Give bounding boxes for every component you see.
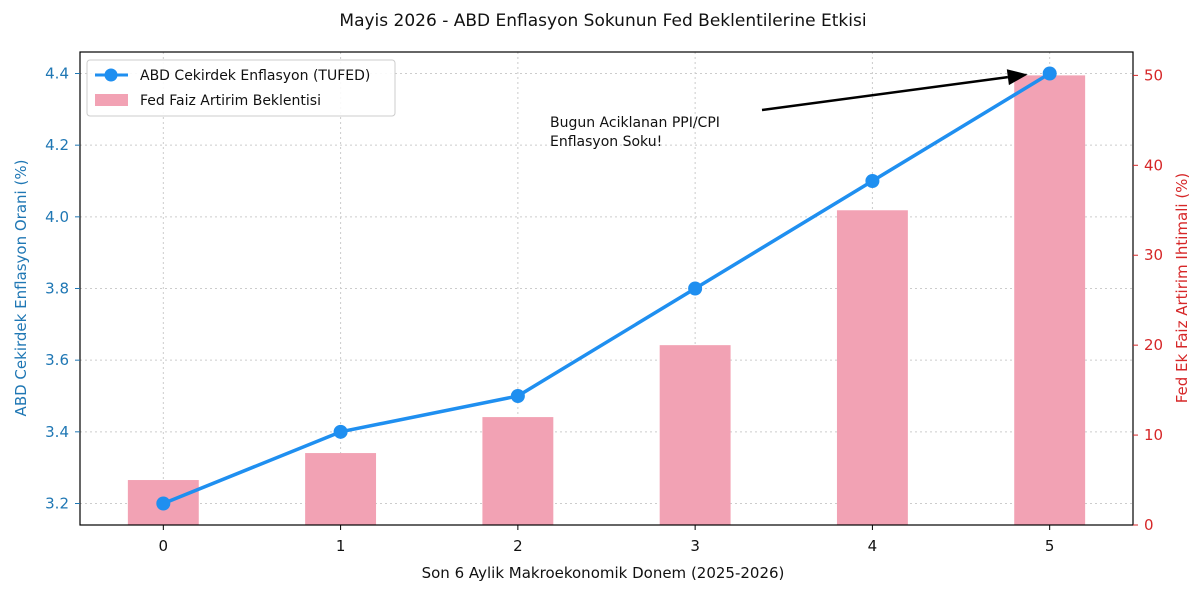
right-y-tick-label: 20 xyxy=(1144,336,1163,354)
bar xyxy=(305,453,377,525)
x-tick-label: 1 xyxy=(336,537,346,555)
legend: ABD Cekirdek Enflasyon (TUFED) Fed Faiz … xyxy=(86,59,396,117)
left-y-tick-label: 3.4 xyxy=(45,423,69,441)
line-point xyxy=(865,174,880,188)
right-y-axis-label: Fed Ek Faiz Artirim Ihtimali (%) xyxy=(1173,173,1191,404)
line-point xyxy=(156,496,171,511)
left-y-axis-label: ABD Cekirdek Enflasyon Orani (%) xyxy=(12,160,30,417)
annotation-line-1: Bugun Aciklanan PPI/CPI xyxy=(550,115,720,131)
bar xyxy=(1014,75,1086,526)
bar xyxy=(482,417,554,525)
left-y-axis: 3.2 3.4 3.6 3.8 4.0 4.2 4.4 xyxy=(45,65,80,513)
right-y-axis: 0 10 20 30 40 50 xyxy=(1133,66,1163,534)
annotation-arrowhead xyxy=(1006,69,1028,86)
bar xyxy=(659,345,731,525)
bar xyxy=(836,210,908,525)
left-y-tick-label: 3.6 xyxy=(45,351,69,369)
legend-bar-swatch xyxy=(95,94,128,106)
annotation-arrow xyxy=(761,75,1009,112)
right-y-tick-label: 30 xyxy=(1144,246,1163,264)
legend-line-marker xyxy=(104,68,118,82)
annotation: Bugun Aciklanan PPI/CPI Enflasyon Soku! xyxy=(550,69,1028,150)
left-y-tick-label: 4.4 xyxy=(45,65,69,83)
x-axis: 0 1 2 3 4 5 xyxy=(159,525,1055,555)
left-y-tick-label: 4.0 xyxy=(45,208,69,226)
legend-box xyxy=(86,59,396,117)
annotation-line-2: Enflasyon Soku! xyxy=(550,134,662,150)
left-y-tick-label: 3.2 xyxy=(45,495,69,513)
line-path xyxy=(162,72,1051,506)
right-y-tick-label: 10 xyxy=(1144,426,1163,444)
line-point xyxy=(688,281,703,296)
x-tick-label: 0 xyxy=(159,537,169,555)
x-tick-label: 3 xyxy=(690,537,700,555)
x-tick-label: 2 xyxy=(513,537,523,555)
x-axis-label: Son 6 Aylik Makroekonomik Donem (2025-20… xyxy=(422,564,785,582)
chart-title: Mayis 2026 - ABD Enflasyon Sokunun Fed B… xyxy=(339,11,866,31)
line-point xyxy=(333,424,348,439)
legend-label-bar: Fed Faiz Artirim Beklentisi xyxy=(140,93,321,109)
x-tick-label: 5 xyxy=(1045,537,1055,555)
right-y-tick-label: 50 xyxy=(1144,66,1163,84)
line-point xyxy=(510,389,525,403)
x-tick-label: 4 xyxy=(868,537,878,555)
bar-series xyxy=(127,75,1086,526)
line-series xyxy=(156,66,1057,511)
legend-label-line: ABD Cekirdek Enflasyon (TUFED) xyxy=(140,68,370,84)
right-y-tick-label: 0 xyxy=(1144,516,1154,534)
line-point xyxy=(1042,66,1057,81)
right-y-tick-label: 40 xyxy=(1144,156,1163,174)
left-y-tick-label: 3.8 xyxy=(45,280,69,298)
left-y-tick-label: 4.2 xyxy=(45,136,69,154)
